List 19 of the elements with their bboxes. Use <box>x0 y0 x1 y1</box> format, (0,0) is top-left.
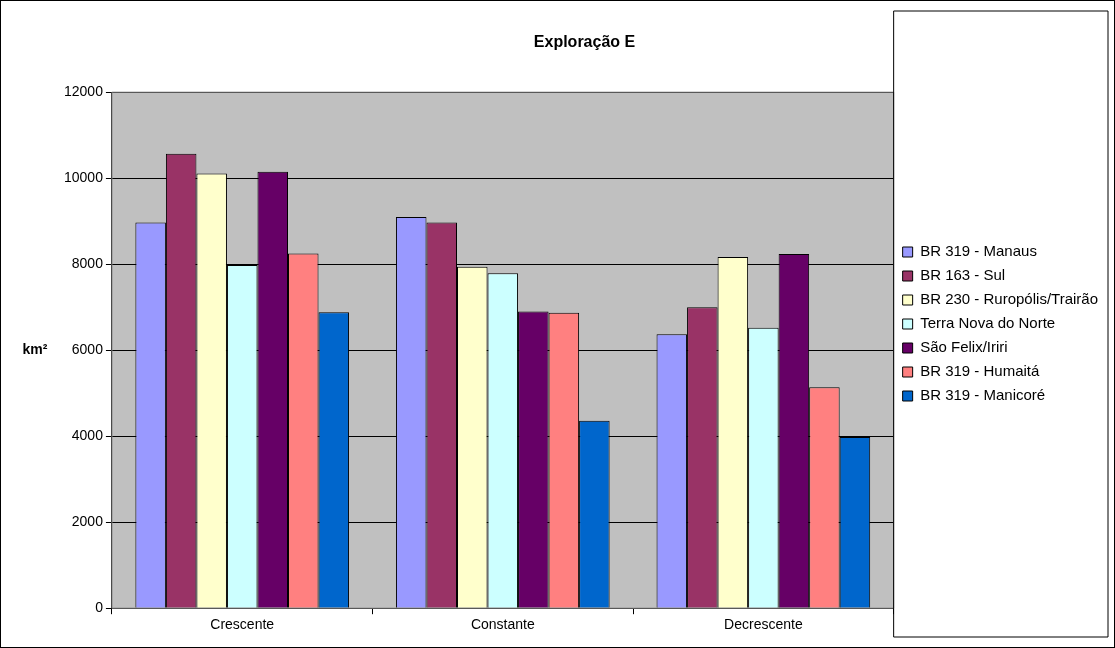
y-axis-title: km² <box>22 341 48 358</box>
legend-label: BR 163 - Sul <box>920 266 1006 284</box>
legend-label: Terra Nova do Norte <box>920 314 1056 332</box>
y-tick-label: 12000 <box>63 83 104 100</box>
legend-label: BR 319 - Humaitá <box>920 362 1041 380</box>
legend-label: BR 230 - Ruropólis/Trairão <box>920 290 1099 308</box>
legend-label: BR 319 - Manaus <box>920 242 1037 260</box>
y-tick-label: 0 <box>95 599 104 616</box>
x-tick-label: Crescente <box>210 616 275 633</box>
x-tick-label: Constante <box>470 616 535 633</box>
x-tick-label: Decrescente <box>724 616 803 633</box>
legend-label: São Felix/Iriri <box>920 338 1008 356</box>
y-tick-label: 10000 <box>63 169 104 186</box>
legend-label: BR 319 - Manicoré <box>920 386 1046 404</box>
y-tick-label: 2000 <box>71 513 104 530</box>
y-tick-label: 8000 <box>71 255 104 272</box>
y-tick-label: 4000 <box>71 427 104 444</box>
y-tick-label: 6000 <box>71 341 104 358</box>
chart-title: Exploração E <box>533 33 636 51</box>
